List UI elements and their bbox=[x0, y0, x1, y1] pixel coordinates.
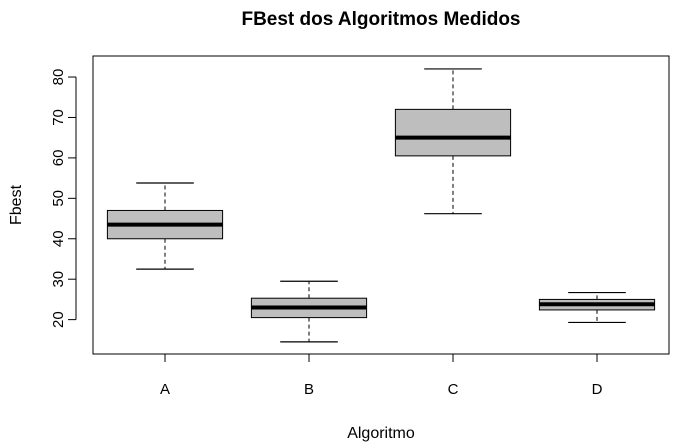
y-axis-label: Fbest bbox=[8, 184, 25, 225]
box-a bbox=[106, 182, 224, 270]
box-iqr bbox=[394, 108, 512, 157]
x-axis: A B C D bbox=[160, 354, 603, 398]
x-tick-label: D bbox=[592, 381, 603, 398]
plot-frame bbox=[92, 55, 670, 355]
y-tick-label: 30 bbox=[50, 271, 67, 288]
y-tick-label: 20 bbox=[50, 311, 67, 328]
y-tick-label: 80 bbox=[50, 69, 67, 86]
y-axis: 20 30 40 50 60 70 80 bbox=[50, 69, 77, 328]
x-tick-label: B bbox=[304, 381, 314, 398]
y-tick-label: 50 bbox=[50, 190, 67, 207]
x-tick-label: C bbox=[448, 381, 459, 398]
box-c bbox=[394, 68, 512, 215]
y-tick-label: 60 bbox=[50, 150, 67, 167]
boxes-group bbox=[106, 68, 656, 343]
box-b bbox=[250, 280, 368, 343]
y-tick-label: 70 bbox=[50, 109, 67, 126]
x-tick-label: A bbox=[160, 381, 170, 398]
chart-title: FBest dos Algoritmos Medidos bbox=[241, 9, 520, 30]
box-d bbox=[538, 291, 656, 324]
y-tick-label: 40 bbox=[50, 230, 67, 247]
x-axis-label: Algoritmo bbox=[347, 425, 415, 442]
